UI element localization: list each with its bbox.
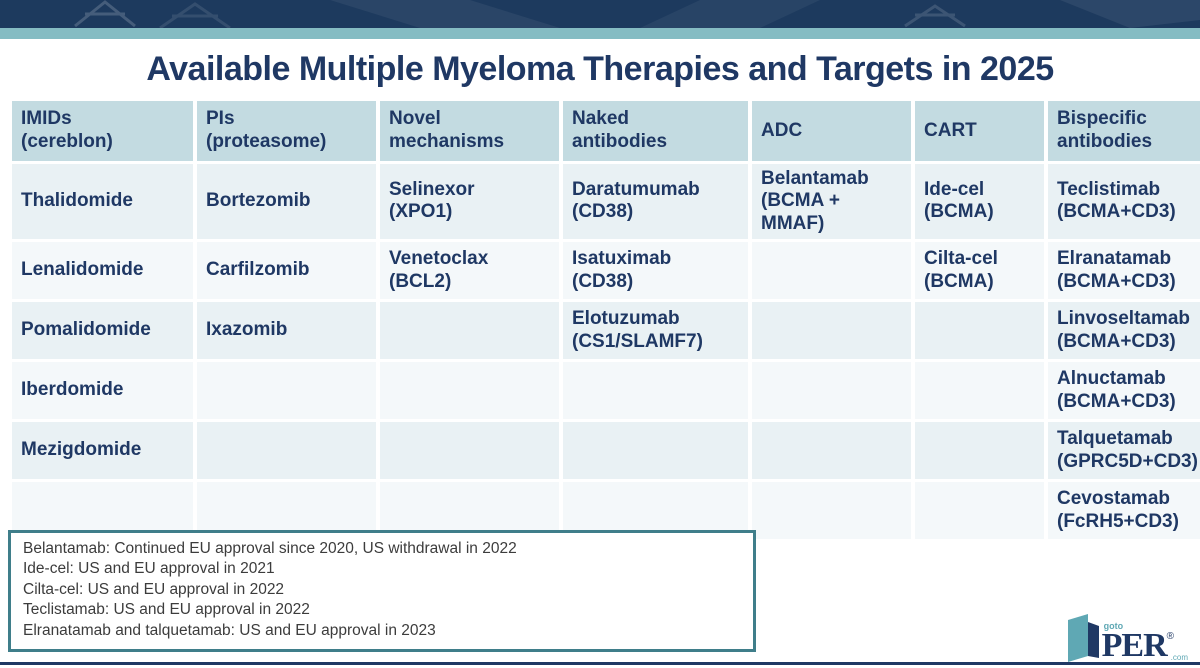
table-cell: Pomalidomide [12, 302, 193, 360]
therapy-table-header: IMIDs (cereblon) PIs (proteasome) Novel me… [12, 100, 1200, 161]
table-cell: Belantamab (BCMA + MMAF) [752, 163, 911, 240]
table-cell [752, 242, 911, 300]
note-line-elranatamab-talquetamab: Elranatamab and talquetamab: US and EU a… [23, 621, 436, 639]
table-cell: Mezigdomide [12, 422, 193, 480]
approval-notes-box: Belantamab: Continued EU approval since … [8, 530, 756, 653]
logo-per-label: PER [1101, 627, 1168, 665]
table-cell: Bortezomib [197, 163, 376, 240]
table-cell [752, 482, 911, 540]
table-cell: Daratumumab (CD38) [563, 163, 748, 240]
table-cell: Cilta-cel (BCMA) [915, 242, 1044, 300]
table-cell: Iberdomide [12, 362, 193, 420]
table-cell: Cevostamab (FcRH5+CD3) [1048, 482, 1200, 540]
therapy-table-body: Thalidomide Bortezomib Selinexor (XPO1) Dar… [12, 163, 1200, 540]
table-cell [563, 422, 748, 480]
table-cell: Talquetamab (GPRC5D+CD3) [1048, 422, 1200, 480]
column-header: CART [915, 100, 1044, 161]
table-cell [380, 362, 559, 420]
table-cell [752, 302, 911, 360]
table-cell [380, 482, 559, 540]
table-cell: Carfilzomib [197, 242, 376, 300]
table-cell [563, 482, 748, 540]
table-cell [752, 422, 911, 480]
top-banner [0, 0, 1200, 28]
bottom-rule [0, 662, 1200, 665]
table-cell [915, 302, 1044, 360]
open-book-icon [1067, 614, 1099, 662]
table-cell [563, 362, 748, 420]
table-cell [915, 362, 1044, 420]
table-row: Mezigdomide Talquetamab (GPRC5D+CD3) [12, 422, 1200, 480]
table-cell: Ide-cel (BCMA) [915, 163, 1044, 240]
table-cell: Selinexor (XPO1) [380, 163, 559, 240]
therapy-table: IMIDs (cereblon) PIs (proteasome) Novel me… [8, 98, 1200, 542]
table-cell [197, 362, 376, 420]
table-cell: Ixazomib [197, 302, 376, 360]
table-row: Lenalidomide Carfilzomib Venetoclax (BCL2)… [12, 242, 1200, 300]
teal-stripe-divider [0, 28, 1200, 39]
table-cell [380, 422, 559, 480]
table-cell [197, 482, 376, 540]
column-header: PIs (proteasome) [197, 100, 376, 161]
banner-pattern-decoration [0, 0, 1200, 28]
table-cell [12, 482, 193, 540]
table-cell [915, 482, 1044, 540]
column-header: ADC [752, 100, 911, 161]
column-header: Bispecific antibodies [1048, 100, 1200, 161]
table-cell: Isatuximab (CD38) [563, 242, 748, 300]
table-cell: Elranatamab (BCMA+CD3) [1048, 242, 1200, 300]
header-row: IMIDs (cereblon) PIs (proteasome) Novel me… [12, 100, 1200, 161]
table-row: Thalidomide Bortezomib Selinexor (XPO1) Dar… [12, 163, 1200, 240]
gotoper-logo: goto PER® .com [1061, 614, 1188, 665]
table-cell: Thalidomide [12, 163, 193, 240]
table-cell: Linvoseltamab (BCMA+CD3) [1048, 302, 1200, 360]
table-row: Iberdomide Alnuctamab (BCMA+CD3) [12, 362, 1200, 420]
note-line-belantamab: Belantamab: Continued EU approval since … [23, 540, 517, 557]
table-cell: Elotuzumab (CS1/SLAMF7) [563, 302, 748, 360]
logo-goto-label: goto [1103, 621, 1124, 632]
table-cell: Lenalidomide [12, 242, 193, 300]
table-cell: Alnuctamab (BCMA+CD3) [1048, 362, 1200, 420]
logo-text: goto PER® .com [1101, 621, 1188, 665]
table-cell: Venetoclax (BCL2) [380, 242, 559, 300]
table-row: Pomalidomide Ixazomib Elotuzumab (CS1/SLAM… [12, 302, 1200, 360]
column-header: Naked antibodies [563, 100, 748, 161]
column-header: IMIDs (cereblon) [12, 100, 193, 161]
note-line-teclistamab: Teclistamab: US and EU approval in 2022 [23, 601, 310, 619]
table-cell [915, 422, 1044, 480]
table-cell [752, 362, 911, 420]
column-header: Novel mechanisms [380, 100, 559, 161]
table-row: Cevostamab (FcRH5+CD3) [12, 482, 1200, 540]
table-cell: Teclistimab (BCMA+CD3) [1048, 163, 1200, 240]
logo-registered-mark: ® [1166, 631, 1174, 643]
logo-com-label: .com [1170, 653, 1188, 662]
note-line-ide-cel: Ide-cel: US and EU approval in 2021 [23, 560, 275, 578]
page-title: Available Multiple Myeloma Therapies and… [146, 50, 1054, 88]
note-line-cilta-cel: Cilta-cel: US and EU approval in 2022 [23, 580, 285, 598]
table-cell [197, 422, 376, 480]
table-cell [380, 302, 559, 360]
